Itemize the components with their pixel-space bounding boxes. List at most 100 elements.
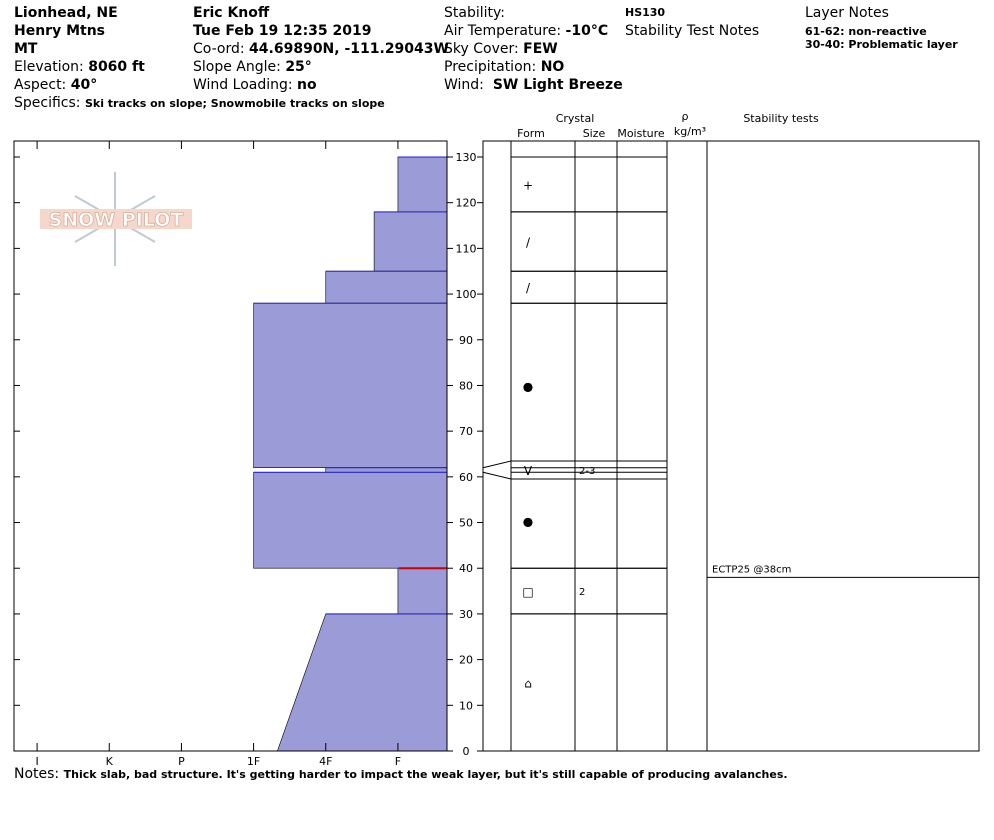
- label: Sky Cover:: [444, 41, 523, 57]
- col-header: Stability tests: [743, 112, 819, 125]
- value: Thick slab, bad structure. It's getting …: [64, 768, 788, 781]
- layer-bar: [373, 211, 448, 272]
- grain-form: +: [523, 178, 533, 192]
- grain-size: 2: [579, 587, 585, 598]
- value: 8060 ft: [88, 59, 145, 75]
- y-tick-label: 110: [456, 242, 477, 255]
- logo: SNOW PILOT: [40, 172, 192, 266]
- layer-bar: [397, 567, 448, 615]
- value: FEW: [523, 41, 558, 57]
- value: 25°: [285, 59, 311, 75]
- y-tick-label: 0: [463, 745, 470, 758]
- label: Specifics:: [14, 95, 85, 111]
- label: Wind Loading:: [193, 77, 297, 93]
- layer-bar: [276, 613, 448, 752]
- layer-bar: [325, 467, 448, 473]
- value: no: [297, 77, 317, 93]
- aspect: Aspect: 40°: [14, 77, 97, 93]
- x-tick-label: I: [35, 755, 38, 768]
- y-tick-label: 50: [459, 517, 473, 530]
- connector: [482, 471, 512, 480]
- y-tick-label: 90: [459, 334, 473, 347]
- col-header: Crystal: [556, 112, 595, 125]
- layer-bar: [253, 471, 448, 569]
- test-label: ECTP25 @38cm: [712, 564, 791, 575]
- range: Henry Mtns: [14, 23, 105, 39]
- plot: 0 10 20 30 40 50 60 70 80 90 100 110 120 130 I K P 1F 4F F +…: [13, 140, 980, 768]
- value: Ski tracks on slope; Snowmobile tracks o…: [85, 97, 385, 110]
- layer-notes-title: Layer Notes: [805, 5, 889, 21]
- y-tick-label: 100: [456, 288, 477, 301]
- col-header: ρ: [682, 110, 689, 123]
- wind-loading: Wind Loading: no: [193, 77, 317, 93]
- label: Air Temperature:: [444, 23, 566, 39]
- slope: Slope Angle: 25°: [193, 59, 312, 75]
- specifics: Specifics: Ski tracks on slope; Snowmobi…: [14, 95, 385, 111]
- sky: Sky Cover: FEW: [444, 41, 558, 57]
- y-tick-label: 130: [456, 151, 477, 164]
- col-header: Moisture: [617, 127, 665, 140]
- label: Aspect:: [14, 77, 71, 93]
- label: Notes:: [14, 766, 64, 782]
- grain-size: 2-3: [579, 466, 595, 477]
- notes: Notes: Thick slab, bad structure. It's g…: [14, 766, 788, 782]
- value: 44.69890N, -111.29043W: [249, 41, 449, 57]
- column-headers: Crystal Form Size Moisture ρ kg/m³ Stabi…: [517, 110, 819, 140]
- grain-form: ●: [523, 379, 533, 393]
- connector: [482, 460, 512, 469]
- x-tick-label: K: [106, 755, 114, 768]
- x-tick-label: P: [178, 755, 185, 768]
- y-tick-label: 40: [459, 562, 473, 575]
- label: Precipitation:: [444, 59, 541, 75]
- header: Lionhead, NE Henry Mtns MT Elevation: 80…: [14, 5, 958, 111]
- label: Elevation:: [14, 59, 88, 75]
- y-tick-label: 120: [456, 197, 477, 210]
- label: Slope Angle:: [193, 59, 285, 75]
- grain-form: ⌂: [524, 676, 532, 690]
- layer-bar: [253, 302, 448, 469]
- layer-bar: [397, 156, 448, 213]
- x-tick-label: 4F: [319, 755, 332, 768]
- y-tick-label: 10: [459, 699, 473, 712]
- stability: Stability:: [444, 5, 505, 21]
- stability-notes-title: Stability Test Notes: [625, 23, 759, 39]
- value: -10°C: [566, 23, 609, 39]
- col-header: kg/m³: [674, 125, 706, 138]
- grain-form: ●: [523, 514, 533, 528]
- y-tick-label: 30: [459, 608, 473, 621]
- coord: Co-ord: 44.69890N, -111.29043W: [193, 41, 449, 57]
- label: Co-ord:: [193, 41, 249, 57]
- air-temp: Air Temperature: -10°C: [444, 23, 608, 39]
- hardness-frame: [13, 140, 448, 752]
- y-tick-label: 20: [459, 654, 473, 667]
- date: Tue Feb 19 12:35 2019: [193, 23, 372, 39]
- value: NO: [541, 59, 565, 75]
- hs: HS130: [625, 6, 665, 19]
- y-tick-label: 70: [459, 425, 473, 438]
- layer-note: 30-40: Problematic layer: [805, 38, 958, 51]
- wind: Wind: SW Light Breeze: [444, 77, 623, 93]
- elevation: Elevation: 8060 ft: [14, 59, 145, 75]
- label: Wind:: [444, 77, 493, 93]
- location: Lionhead, NE: [14, 5, 118, 21]
- col-header: Form: [517, 127, 545, 140]
- precip: Precipitation: NO: [444, 59, 564, 75]
- col-header: Size: [583, 127, 606, 140]
- x-tick-label: 1F: [247, 755, 260, 768]
- grain-form: □: [522, 585, 533, 599]
- value: 40°: [71, 77, 97, 93]
- x-tick-label: F: [395, 755, 401, 768]
- value: SW Light Breeze: [493, 77, 623, 93]
- logo-text: SNOW PILOT: [49, 209, 184, 231]
- state: MT: [14, 41, 38, 57]
- observer: Eric Knoff: [193, 5, 270, 21]
- layer-bar: [325, 270, 448, 304]
- grid-frame: [482, 140, 980, 752]
- y-tick-label: 80: [459, 379, 473, 392]
- grain-form: /: [526, 236, 531, 250]
- grain-form: V: [524, 464, 533, 478]
- y-tick-label: 60: [459, 471, 473, 484]
- grain-form: /: [526, 281, 531, 295]
- layer-note: 61-62: non-reactive: [805, 25, 927, 38]
